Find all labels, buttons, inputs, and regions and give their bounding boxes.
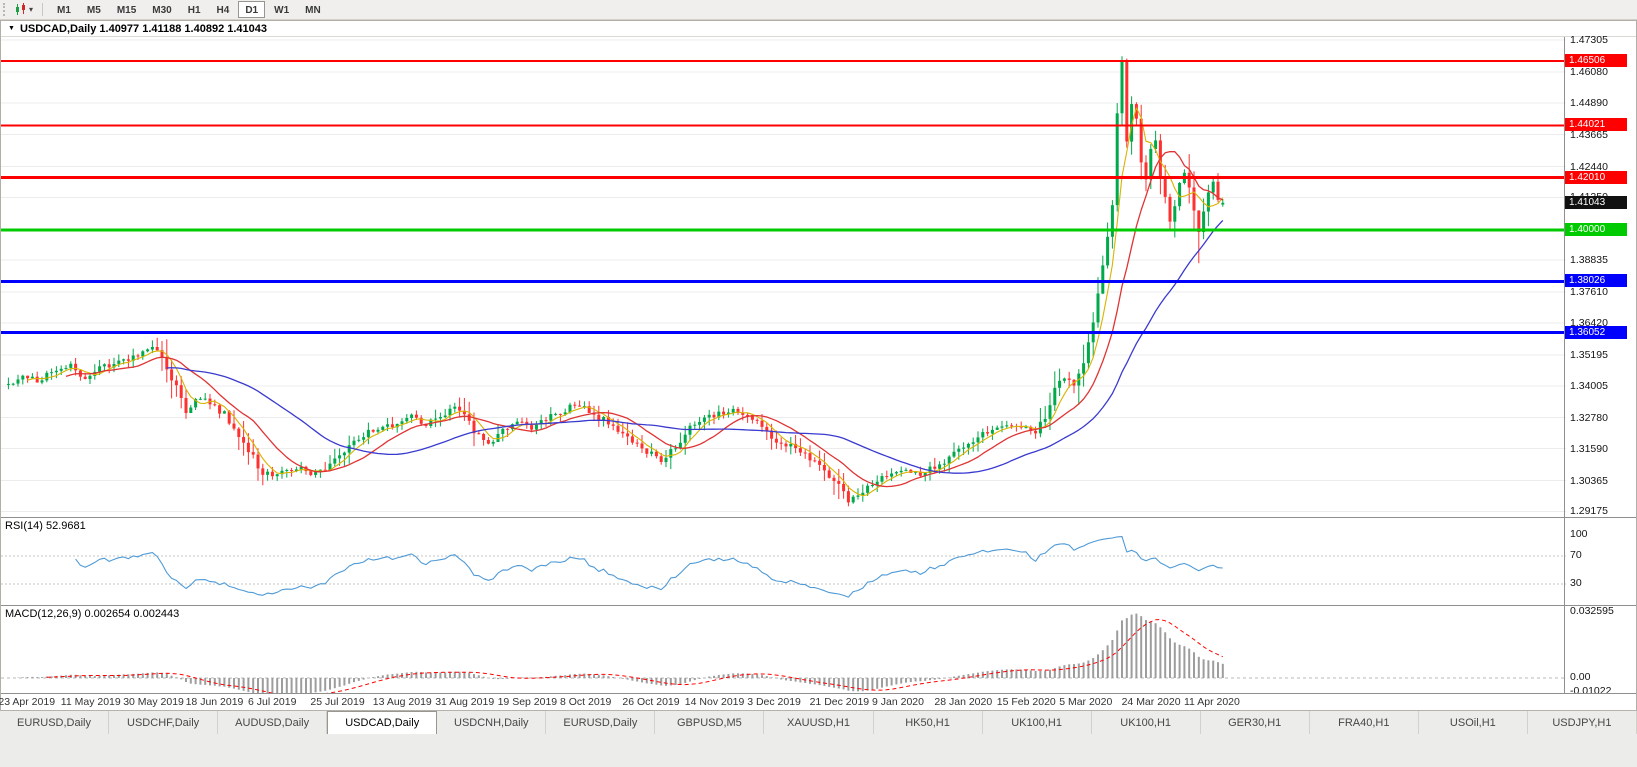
timeframe-button-d1[interactable]: D1 bbox=[238, 1, 266, 18]
date-label: 28 Jan 2020 bbox=[934, 696, 993, 708]
price-tick-label: 1.44890 bbox=[1570, 96, 1608, 109]
timeframe-button-h4[interactable]: H4 bbox=[216, 5, 230, 16]
date-label: 6 Jul 2019 bbox=[248, 696, 297, 708]
price-tick-label: 1.31590 bbox=[1570, 442, 1608, 455]
hline-price-label: 1.46506 bbox=[1565, 53, 1627, 67]
bottom-tab-xauusd-h1[interactable]: XAUUSD,H1 bbox=[764, 711, 874, 734]
rsi-tick-label: 100 bbox=[1570, 528, 1588, 540]
candlestick-chart-icon bbox=[16, 3, 25, 15]
panel-separator bbox=[1565, 605, 1636, 606]
chart-title-row: ▼ USDCAD,Daily 1.40977 1.41188 1.40892 1… bbox=[1, 21, 1636, 37]
chart-tab-bar: EURUSD,Daily USDCHF,Daily AUDUSD,Daily USDC… bbox=[0, 710, 1637, 734]
price-tick-label: 1.37610 bbox=[1570, 286, 1608, 299]
ma-slow-line bbox=[166, 219, 1224, 474]
ma-mid-line bbox=[65, 150, 1224, 488]
rsi-indicator-label: RSI(14) 52.9681 bbox=[5, 520, 86, 532]
chart-window: ▼ USDCAD,Daily 1.40977 1.41188 1.40892 1… bbox=[0, 20, 1637, 711]
bottom-tab-usdchf-daily[interactable]: USDCHF,Daily bbox=[109, 711, 219, 734]
date-label: 9 Jan 2020 bbox=[872, 696, 924, 708]
bottom-tab-ger30-h1[interactable]: GER30,H1 bbox=[1201, 711, 1310, 734]
date-label: 30 May 2019 bbox=[123, 696, 184, 708]
current-price-label: 1.41043 bbox=[1565, 195, 1627, 209]
hline-price-label: 1.44021 bbox=[1565, 118, 1627, 132]
price-tick-label: 1.46080 bbox=[1570, 65, 1608, 78]
date-label: 14 Nov 2019 bbox=[684, 696, 745, 708]
macd-tick-label: 0.032595 bbox=[1570, 604, 1614, 617]
toolbar-separator bbox=[42, 3, 44, 16]
bottom-tab-usdcad-daily[interactable]: USDCAD,Daily bbox=[327, 711, 438, 734]
date-label: 26 Oct 2019 bbox=[622, 696, 680, 708]
price-tick-label: 1.43665 bbox=[1570, 128, 1608, 141]
rsi-tick-label: 30 bbox=[1570, 577, 1582, 589]
date-label: 31 Aug 2019 bbox=[435, 696, 495, 708]
bottom-tab-usoil-h1[interactable]: USOil,H1 bbox=[1419, 711, 1528, 734]
timeframe-button-m15[interactable]: M15 bbox=[116, 5, 137, 16]
date-label: 18 Jun 2019 bbox=[185, 696, 244, 708]
rsi-tick-label: 70 bbox=[1570, 549, 1582, 561]
macd-indicator-label: MACD(12,26,9) 0.002654 0.002443 bbox=[5, 608, 180, 620]
macd-panel[interactable] bbox=[1, 605, 1566, 693]
chevron-down-icon: ▾ bbox=[29, 5, 34, 14]
price-tick-label: 1.34005 bbox=[1570, 379, 1608, 392]
bottom-tab-usdjpy-h1[interactable]: USDJPY,H1 bbox=[1528, 711, 1637, 734]
bottom-tab-fra40-h1[interactable]: FRA40,H1 bbox=[1310, 711, 1419, 734]
bottom-tab-hk50-h1[interactable]: HK50,H1 bbox=[874, 711, 983, 734]
chart-type-button[interactable]: ▾ bbox=[12, 1, 36, 19]
date-label: 11 Apr 2020 bbox=[1184, 696, 1240, 708]
bottom-tab-gbpusd-m5[interactable]: GBPUSD,M5 bbox=[655, 711, 765, 734]
candles-layer bbox=[6, 56, 1225, 507]
hline-price-label: 1.36052 bbox=[1565, 325, 1627, 339]
price-tick-label: 1.42440 bbox=[1570, 160, 1608, 173]
hline-price-label: 1.42010 bbox=[1565, 170, 1627, 184]
date-label: 3 Dec 2019 bbox=[747, 696, 801, 708]
macd-histogram bbox=[17, 613, 1224, 693]
time-axis: 23 Apr 2019 11 May 2019 30 May 2019 18 Jun … bbox=[0, 693, 1636, 711]
price-tick-label: 1.35195 bbox=[1570, 348, 1608, 361]
timeframe-button-h1[interactable]: H1 bbox=[187, 5, 201, 16]
timeframe-button-mn[interactable]: MN bbox=[305, 5, 321, 16]
price-tick-label: 1.47305 bbox=[1570, 34, 1608, 46]
date-label: 21 Dec 2019 bbox=[809, 696, 870, 708]
date-label: 25 Jul 2019 bbox=[310, 696, 365, 708]
bottom-tab-uk100-h1[interactable]: UK100,H1 bbox=[983, 711, 1092, 734]
date-label: 15 Feb 2020 bbox=[996, 696, 1056, 708]
timeframe-button-m1[interactable]: M1 bbox=[57, 5, 71, 16]
price-tick-label: 1.32780 bbox=[1570, 411, 1608, 424]
price-tick-label: 1.29175 bbox=[1570, 505, 1608, 518]
date-label: 5 Mar 2020 bbox=[1059, 696, 1113, 708]
date-label: 19 Sep 2019 bbox=[497, 696, 558, 708]
rsi-line bbox=[75, 536, 1223, 598]
ma-fast-line bbox=[27, 107, 1224, 497]
macd-tick-label: 0.00 bbox=[1570, 671, 1591, 683]
rsi-panel[interactable] bbox=[1, 517, 1566, 605]
timeframe-button-m30[interactable]: M30 bbox=[152, 5, 172, 16]
timeframe-button-m5[interactable]: M5 bbox=[86, 5, 101, 16]
timeframe-button-group: M1 M5 M15 M30 H1 H4 D1 W1 MN bbox=[49, 0, 329, 20]
bottom-tab-uk100-h1[interactable]: UK100,H1 bbox=[1092, 711, 1201, 734]
grid-lines bbox=[1, 39, 1566, 512]
date-label: 24 Mar 2020 bbox=[1121, 696, 1181, 708]
price-axis: 1.473051.460801.448901.436651.424401.412… bbox=[1564, 34, 1636, 697]
price-tick-label: 1.30365 bbox=[1570, 474, 1608, 487]
macd-signal-line bbox=[46, 619, 1224, 693]
toolbar-grip[interactable] bbox=[3, 3, 7, 16]
date-label: 23 Apr 2019 bbox=[0, 696, 56, 708]
bottom-tab-usdcnh-daily[interactable]: USDCNH,Daily bbox=[437, 711, 547, 734]
one-click-trading-toggle[interactable]: ▼ bbox=[8, 25, 15, 32]
panel-separator bbox=[1565, 517, 1636, 518]
chart-title: USDCAD,Daily 1.40977 1.41188 1.40892 1.4… bbox=[19, 22, 268, 35]
date-label: 13 Aug 2019 bbox=[372, 696, 432, 708]
hline-price-label: 1.40000 bbox=[1565, 222, 1627, 236]
main-price-chart[interactable] bbox=[1, 37, 1566, 517]
bottom-tab-audusd-daily[interactable]: AUDUSD,Daily bbox=[218, 711, 328, 734]
bottom-tab-eurusd-daily[interactable]: EURUSD,Daily bbox=[0, 711, 110, 734]
date-label: 11 May 2019 bbox=[60, 696, 121, 708]
bottom-tab-eurusd-daily[interactable]: EURUSD,Daily bbox=[546, 711, 656, 734]
price-tick-label: 1.38835 bbox=[1570, 254, 1608, 267]
timeframe-toolbar: ▾ M1 M5 M15 M30 H1 H4 D1 W1 MN bbox=[0, 0, 1637, 20]
status-bar bbox=[0, 734, 1637, 767]
date-label: 8 Oct 2019 bbox=[560, 696, 612, 708]
hline-price-label: 1.38026 bbox=[1565, 274, 1627, 288]
timeframe-button-w1[interactable]: W1 bbox=[274, 5, 290, 16]
